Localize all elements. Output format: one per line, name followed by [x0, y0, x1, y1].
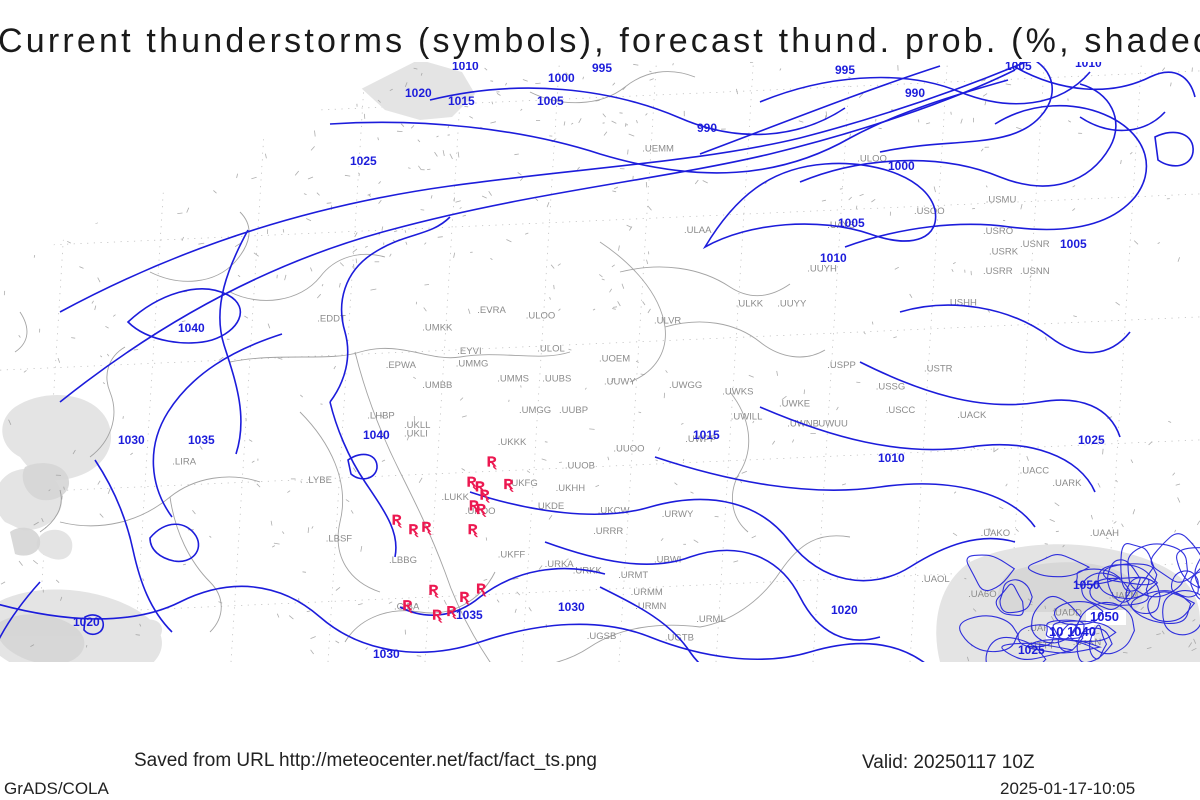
- svg-text:1025: 1025: [1078, 433, 1105, 447]
- svg-text:.UMBB: .UMBB: [422, 380, 452, 391]
- svg-text:.UAKO: .UAKO: [981, 528, 1011, 539]
- svg-text:.LHBP: .LHBP: [367, 411, 394, 422]
- svg-text:.UUOO: .UUOO: [613, 443, 644, 454]
- svg-text:.USNR: .USNR: [1020, 239, 1050, 250]
- svg-text:.ULOO: .ULOO: [526, 311, 556, 322]
- svg-text:.URRR: .URRR: [593, 526, 623, 537]
- svg-text:.UWUU: .UWUU: [816, 418, 848, 429]
- svg-text:.LBBG: .LBBG: [389, 555, 417, 566]
- svg-text:1030: 1030: [118, 433, 145, 447]
- svg-text:.LIRA: .LIRA: [172, 457, 196, 468]
- svg-text:.UUOB: .UUOB: [565, 461, 595, 472]
- svg-text:.URMM: .URMM: [631, 587, 663, 598]
- svg-text:.UWKS: .UWKS: [722, 387, 753, 398]
- svg-text:1025: 1025: [350, 154, 377, 168]
- svg-text:1020: 1020: [405, 86, 432, 100]
- svg-text:.UACK: .UACK: [957, 410, 987, 421]
- svg-text:.URWY: .URWY: [662, 509, 694, 520]
- svg-text:995: 995: [592, 62, 612, 75]
- svg-text:1040: 1040: [178, 321, 205, 335]
- svg-text:.UEMM: .UEMM: [642, 143, 674, 154]
- svg-text:.UAAH: .UAAH: [1090, 528, 1119, 539]
- svg-text:1035: 1035: [188, 433, 215, 447]
- svg-text:.USCC: .USCC: [886, 405, 916, 416]
- svg-text:.LBSF: .LBSF: [326, 533, 353, 544]
- svg-text:.UMMG: .UMMG: [456, 358, 489, 369]
- svg-text:.URMT: .URMT: [618, 570, 648, 581]
- svg-text:1005: 1005: [1005, 62, 1032, 73]
- svg-text:.ULOL: .ULOL: [537, 343, 564, 354]
- svg-text:.USTR: .USTR: [924, 363, 953, 374]
- svg-text:.EVRA: .EVRA: [477, 305, 506, 316]
- svg-text:990: 990: [905, 86, 925, 100]
- svg-text:.UMGG: .UMGG: [519, 405, 551, 416]
- svg-text:.UMMS: .UMMS: [497, 373, 529, 384]
- svg-text:1005: 1005: [838, 216, 865, 230]
- svg-text:1005: 1005: [1060, 237, 1087, 251]
- svg-text:.EYVI: .EYVI: [457, 346, 481, 357]
- svg-text:.UWKE: .UWKE: [779, 398, 810, 409]
- svg-text:.EPWA: .EPWA: [386, 360, 417, 371]
- svg-text:.UACC: .UACC: [1020, 465, 1050, 476]
- svg-text:1030: 1030: [558, 600, 585, 614]
- svg-text:.UUBS: .UUBS: [542, 373, 571, 384]
- svg-text:.UKFF: .UKFF: [498, 550, 526, 561]
- svg-text:.UOEM: .UOEM: [599, 353, 630, 364]
- svg-text:.USRO: .USRO: [983, 226, 1013, 237]
- svg-text:.UMKK: .UMKK: [422, 323, 453, 334]
- svg-text:.UWILL: .UWILL: [731, 412, 763, 423]
- svg-text:1020: 1020: [831, 603, 858, 617]
- svg-text:1000: 1000: [888, 159, 915, 173]
- svg-text:1010: 1010: [820, 251, 847, 265]
- svg-text:.UUYY: .UUYY: [777, 298, 807, 309]
- svg-text:.UGSB: .UGSB: [587, 631, 617, 642]
- svg-text:.USRK: .USRK: [989, 247, 1019, 258]
- svg-text:.USNN: .USNN: [1020, 266, 1050, 277]
- svg-text:.ULAA: .ULAA: [684, 225, 712, 236]
- svg-text:.UA6O: .UA6O: [968, 589, 997, 600]
- svg-text:.UUBP: .UUBP: [559, 405, 588, 416]
- svg-text:.LUKK: .LUKK: [442, 492, 470, 503]
- svg-text:.USSG: .USSG: [876, 382, 906, 393]
- svg-text:.ULKK: .ULKK: [736, 298, 764, 309]
- svg-text:.URML: .URML: [696, 614, 726, 625]
- svg-text:1010: 1010: [878, 451, 905, 465]
- svg-text:1020: 1020: [73, 615, 100, 629]
- svg-text:.UKFG: .UKFG: [509, 478, 538, 489]
- svg-text:.USPP: .USPP: [827, 360, 856, 371]
- svg-text:.UKKK: .UKKK: [498, 437, 527, 448]
- svg-text:1005: 1005: [537, 94, 564, 108]
- svg-text:.URMN: .URMN: [635, 601, 666, 612]
- svg-text:1040: 1040: [363, 428, 390, 442]
- svg-text:1015: 1015: [693, 428, 720, 442]
- svg-text:1010: 1010: [1075, 62, 1102, 70]
- svg-text:.USMU: .USMU: [986, 194, 1017, 205]
- svg-text:.UWGG: .UWGG: [669, 380, 702, 391]
- svg-text:.UARK: .UARK: [1052, 478, 1082, 489]
- svg-text:990: 990: [697, 121, 717, 135]
- svg-text:.UAOL: .UAOL: [921, 574, 950, 585]
- svg-text:1030: 1030: [373, 647, 400, 661]
- svg-text:.UKLI: .UKLI: [404, 428, 428, 439]
- svg-text:1010: 1010: [452, 62, 479, 73]
- svg-text:.UUWY: .UUWY: [604, 377, 636, 388]
- svg-text:995: 995: [835, 63, 855, 77]
- svg-text:.ULVR: .ULVR: [654, 316, 681, 327]
- svg-text:.USOO: .USOO: [914, 206, 945, 217]
- svg-text:1000: 1000: [548, 71, 575, 85]
- svg-text:.UKOO: .UKOO: [465, 506, 496, 517]
- svg-text:.UKHH: .UKHH: [556, 483, 586, 494]
- svg-text:1015: 1015: [448, 94, 475, 108]
- svg-text:1035: 1035: [456, 608, 483, 622]
- svg-text:.USRR: .USRR: [983, 266, 1013, 277]
- svg-text:.LYBE: .LYBE: [306, 475, 332, 486]
